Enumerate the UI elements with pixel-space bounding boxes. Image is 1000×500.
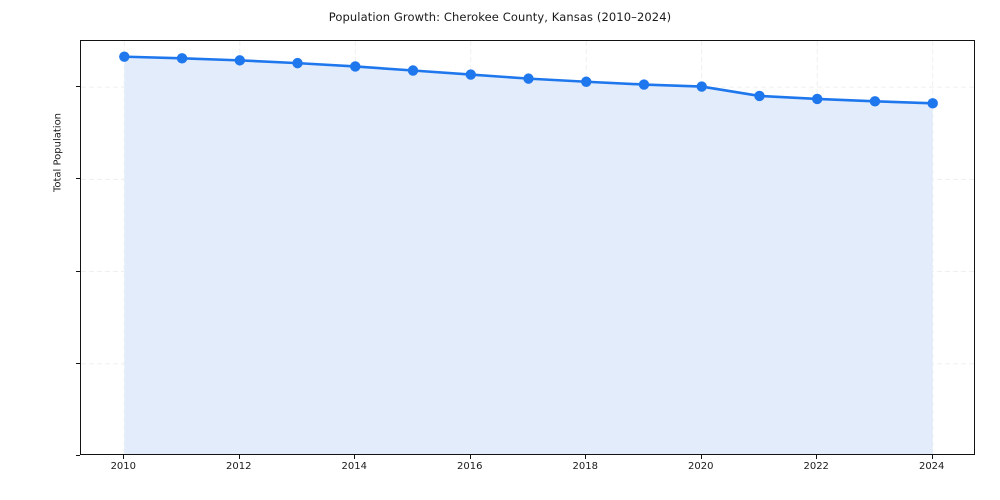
x-tick-mark [238,455,240,459]
data-point-marker [696,81,707,92]
x-tick-mark [585,455,587,459]
x-tick-label: 2010 [110,461,137,472]
data-point-marker [523,73,534,84]
data-point-marker [581,76,592,87]
data-point-marker [407,65,419,76]
x-tick-label: 2024 [918,461,945,472]
x-tick-mark [469,455,471,459]
chart-title: Population Growth: Cherokee County, Kans… [328,10,672,24]
x-tick-label: 2012 [226,461,252,472]
y-tick-mark [76,178,80,180]
x-tick-label: 2016 [457,461,483,472]
data-point-marker [638,79,650,90]
data-point-marker [234,55,245,66]
data-point-marker [119,51,130,62]
y-tick-mark [76,270,80,272]
data-point-marker [869,96,881,107]
y-axis-label: Total Population [52,112,64,193]
data-point-marker [812,93,823,105]
plot-area [80,40,975,455]
x-tick-label: 2014 [341,461,367,472]
x-tick-mark [816,455,818,459]
data-point-marker [927,98,938,109]
x-tick-mark [123,455,125,459]
y-tick-mark [76,455,80,456]
data-markers [119,51,938,109]
x-tick-label: 2022 [803,461,829,472]
plot-canvas [81,41,974,454]
data-point-marker [754,90,765,102]
data-point-marker [465,69,476,80]
data-point-marker [350,61,361,72]
x-tick-mark [700,455,702,459]
data-point-marker [176,53,188,64]
x-tick-mark [931,455,933,459]
x-tick-label: 2018 [572,461,598,472]
data-point-marker [292,57,303,69]
area-fill [124,56,933,454]
y-tick-mark [76,86,80,88]
x-tick-mark [354,455,356,459]
x-tick-label: 2020 [687,461,714,472]
y-tick-mark [76,362,80,364]
